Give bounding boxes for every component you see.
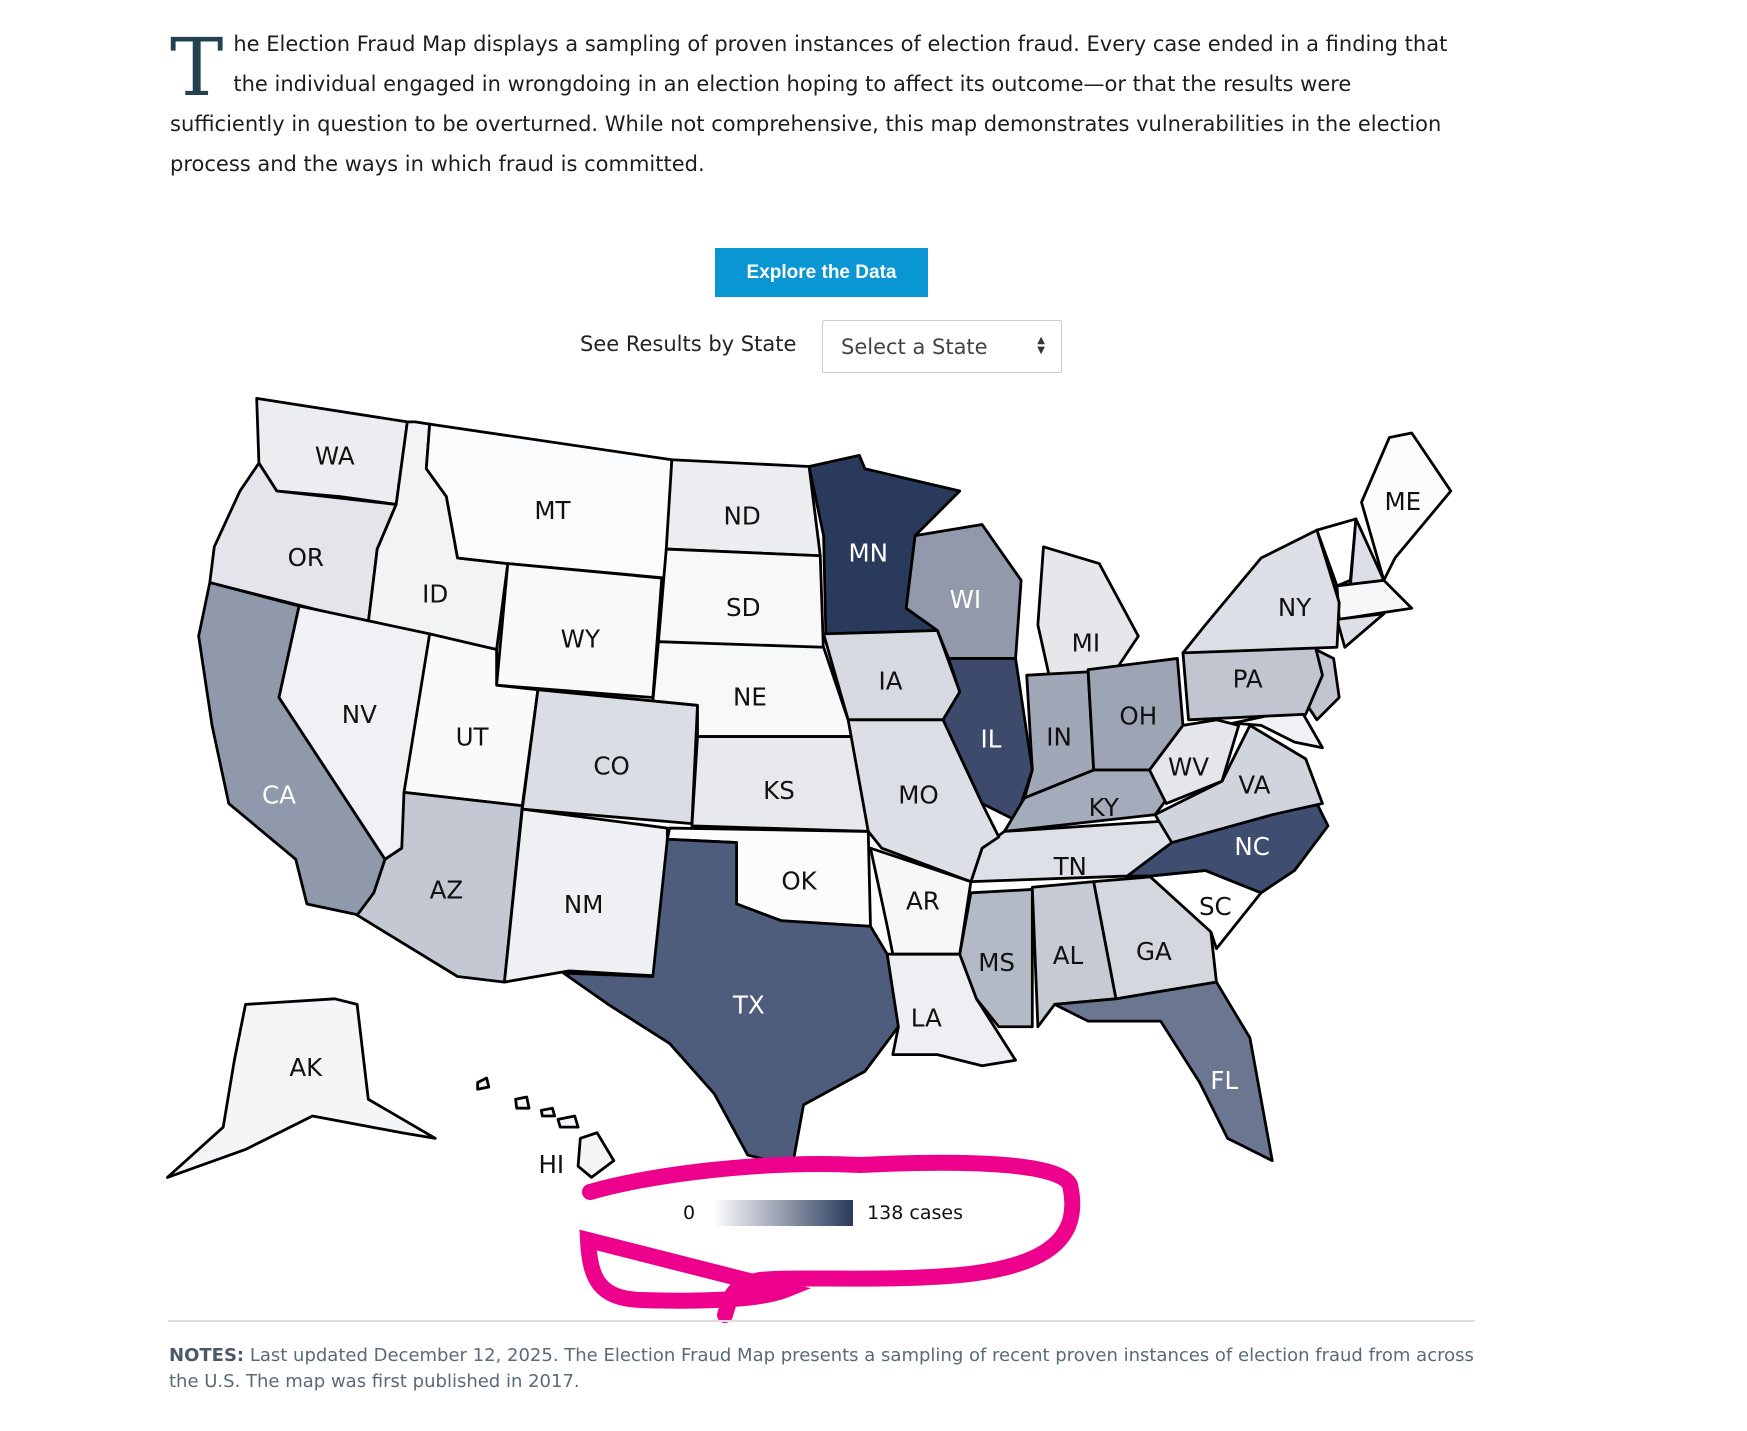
- state-label-ar: AR: [906, 887, 940, 916]
- state-label-ny: NY: [1278, 593, 1312, 622]
- state-label-pa: PA: [1233, 664, 1263, 693]
- state-label-ca: CA: [262, 781, 296, 810]
- legend-max: 138 cases: [867, 1202, 963, 1224]
- legend: 0 138 cases: [683, 1200, 963, 1226]
- state-va[interactable]: [1153, 724, 1324, 844]
- state-me[interactable]: [1360, 431, 1453, 582]
- state-label-sd: SD: [726, 593, 760, 622]
- state-ny[interactable]: [1181, 528, 1341, 655]
- state-label-tx: TX: [732, 990, 765, 1019]
- state-ma[interactable]: [1335, 578, 1414, 621]
- legend-min: 0: [683, 1202, 696, 1224]
- annotation-circle: [579, 1154, 1081, 1323]
- state-hi-island-0[interactable]: [476, 1076, 491, 1091]
- state-label-ok: OK: [781, 866, 817, 895]
- state-label-il: IL: [981, 725, 1002, 754]
- state-label-ia: IA: [879, 667, 903, 696]
- state-il[interactable]: [941, 657, 1034, 822]
- state-ct[interactable]: [1335, 612, 1386, 649]
- select-arrows-icon: ▲ ▼: [1037, 335, 1045, 356]
- state-label-or: OR: [288, 543, 324, 572]
- state-label-ut: UT: [456, 722, 490, 751]
- state-hi-island-3[interactable]: [556, 1114, 580, 1129]
- state-hi-island-1[interactable]: [514, 1095, 531, 1110]
- state-select-label: See Results by State: [580, 332, 797, 356]
- state-label-al: AL: [1053, 941, 1084, 970]
- state-tx[interactable]: [562, 837, 900, 1168]
- state-nm[interactable]: [503, 807, 669, 984]
- state-label-nc: NC: [1234, 832, 1270, 861]
- state-label-wi: WI: [950, 585, 982, 614]
- state-label-id: ID: [422, 580, 448, 609]
- state-label-mo: MO: [898, 781, 939, 810]
- state-label-ky: KY: [1089, 793, 1120, 822]
- state-select[interactable]: Select a State ▲ ▼: [822, 320, 1062, 373]
- state-label-nm: NM: [564, 890, 604, 919]
- state-label-sc: SC: [1199, 892, 1232, 921]
- state-label-ne: NE: [733, 682, 767, 711]
- state-label-ks: KS: [763, 776, 795, 805]
- state-ak[interactable]: [166, 997, 437, 1179]
- intro-text: he Election Fraud Map displays a samplin…: [170, 32, 1448, 176]
- state-label-ms: MS: [978, 948, 1015, 977]
- divider: [168, 1320, 1475, 1322]
- drop-cap: T: [170, 21, 224, 114]
- state-label-mn: MN: [848, 538, 888, 567]
- state-label-mi: MI: [1072, 629, 1100, 658]
- state-label-tn: TN: [1053, 852, 1087, 881]
- state-label-co: CO: [593, 752, 629, 781]
- state-label-la: LA: [911, 1004, 942, 1033]
- state-label-va: VA: [1238, 770, 1270, 799]
- state-mo[interactable]: [846, 718, 1001, 884]
- state-hi[interactable]: [576, 1131, 616, 1179]
- legend-gradient: [713, 1200, 854, 1226]
- state-label-mt: MT: [534, 496, 571, 525]
- notes-label: NOTES:: [169, 1345, 245, 1366]
- state-label-hi: HI: [538, 1150, 564, 1179]
- state-label-me: ME: [1384, 487, 1421, 516]
- state-label-wa: WA: [315, 441, 355, 470]
- state-fl[interactable]: [1053, 980, 1274, 1163]
- state-select-value: Select a State: [841, 334, 988, 359]
- state-label-fl: FL: [1210, 1066, 1238, 1095]
- explore-data-button[interactable]: Explore the Data: [715, 248, 928, 297]
- state-label-oh: OH: [1119, 701, 1157, 730]
- state-label-nd: ND: [724, 502, 761, 531]
- state-label-wy: WY: [561, 624, 601, 653]
- notes: NOTES: Last updated December 12, 2025. T…: [169, 1343, 1489, 1395]
- state-wv[interactable]: [1148, 718, 1241, 805]
- state-hi-island-2[interactable]: [539, 1106, 557, 1118]
- state-label-az: AZ: [430, 875, 464, 904]
- state-label-in: IN: [1046, 722, 1072, 751]
- state-label-nv: NV: [342, 700, 377, 729]
- state-label-ga: GA: [1136, 937, 1172, 966]
- state-label-ak: AK: [289, 1053, 323, 1082]
- state-label-wv: WV: [1168, 753, 1209, 782]
- notes-text: Last updated December 12, 2025. The Elec…: [169, 1345, 1474, 1392]
